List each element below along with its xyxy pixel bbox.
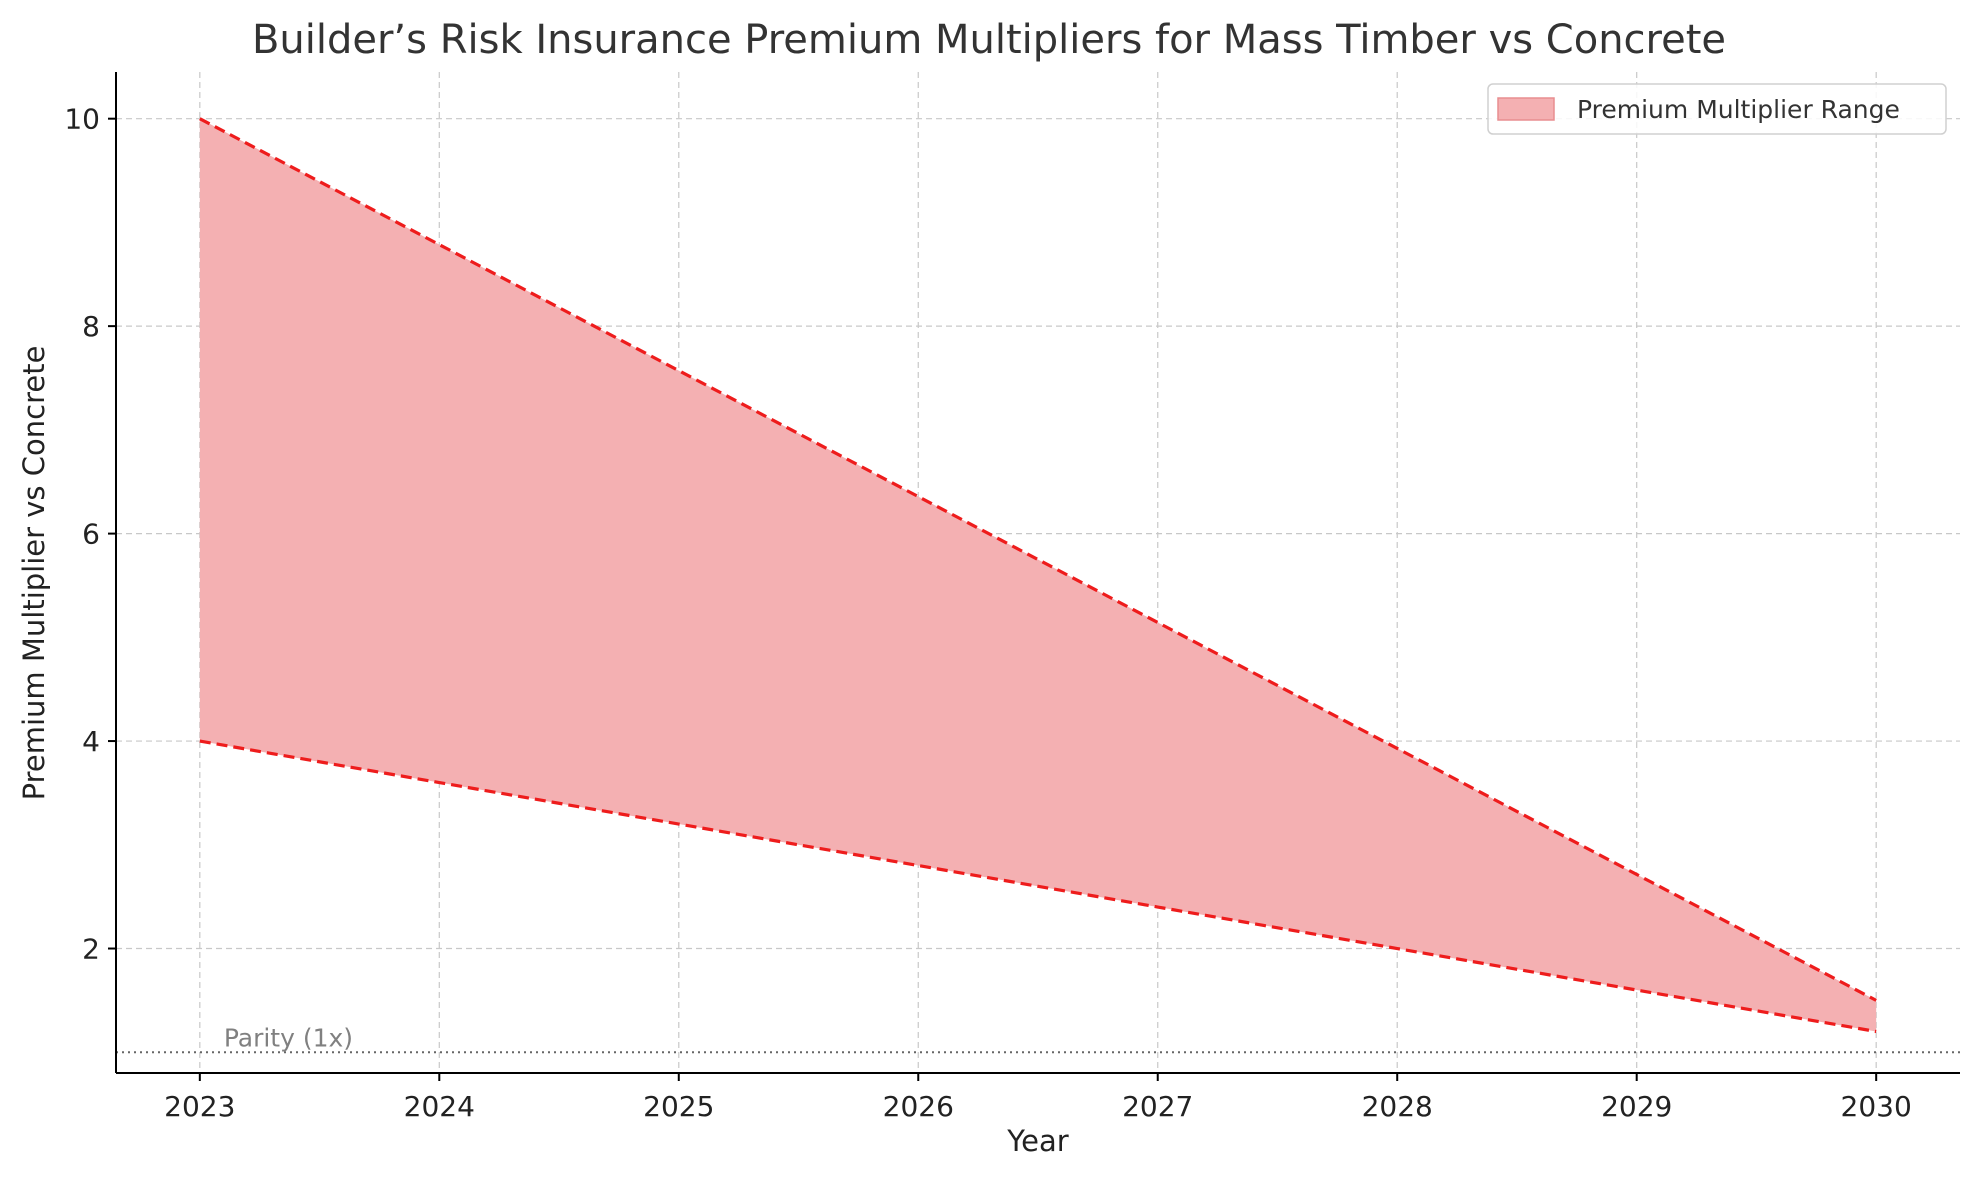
x-tick-label-2028: 2028 <box>1362 1090 1433 1123</box>
legend-swatch <box>1497 97 1555 121</box>
chart-title: Builder’s Risk Insurance Premium Multipl… <box>252 17 1726 63</box>
x-tick-label-2026: 2026 <box>883 1090 954 1123</box>
y-tick-label-8: 8 <box>82 310 100 343</box>
upper-bound-line <box>199 117 1877 1002</box>
x-tick-label-2030: 2030 <box>1841 1090 1912 1123</box>
x-axis-label: Year <box>1006 1124 1068 1158</box>
legend-label: Premium Multiplier Range <box>1577 95 1900 124</box>
x-tick-label-2029: 2029 <box>1601 1090 1672 1123</box>
x-tick-label-2024: 2024 <box>404 1090 475 1123</box>
legend: Premium Multiplier Range <box>1487 83 1947 135</box>
y-tick-label-6: 6 <box>82 518 100 551</box>
y-ticks: 2 4 6 8 10 <box>64 103 116 966</box>
lower-bound-line <box>199 739 1877 1034</box>
x-tick-label-2025: 2025 <box>643 1090 714 1123</box>
y-tick-label-4: 4 <box>82 725 100 758</box>
y-tick-label-10: 10 <box>64 103 100 136</box>
range-area-group <box>199 117 1877 1034</box>
x-ticks: 2023 2024 2025 2026 2027 2028 2029 2030 <box>164 1073 1912 1123</box>
x-tick-label-2023: 2023 <box>164 1090 235 1123</box>
x-tick-label-2027: 2027 <box>1122 1090 1193 1123</box>
y-tick-label-2: 2 <box>82 933 100 966</box>
range-area-fill <box>199 118 1877 1032</box>
parity-annotation: Parity (1x) <box>224 1023 353 1052</box>
legend-frame <box>1487 83 1947 135</box>
reference-group: Parity (1x) <box>116 1023 1960 1054</box>
y-axis-label: Premium Multiplier vs Concrete <box>17 346 51 801</box>
